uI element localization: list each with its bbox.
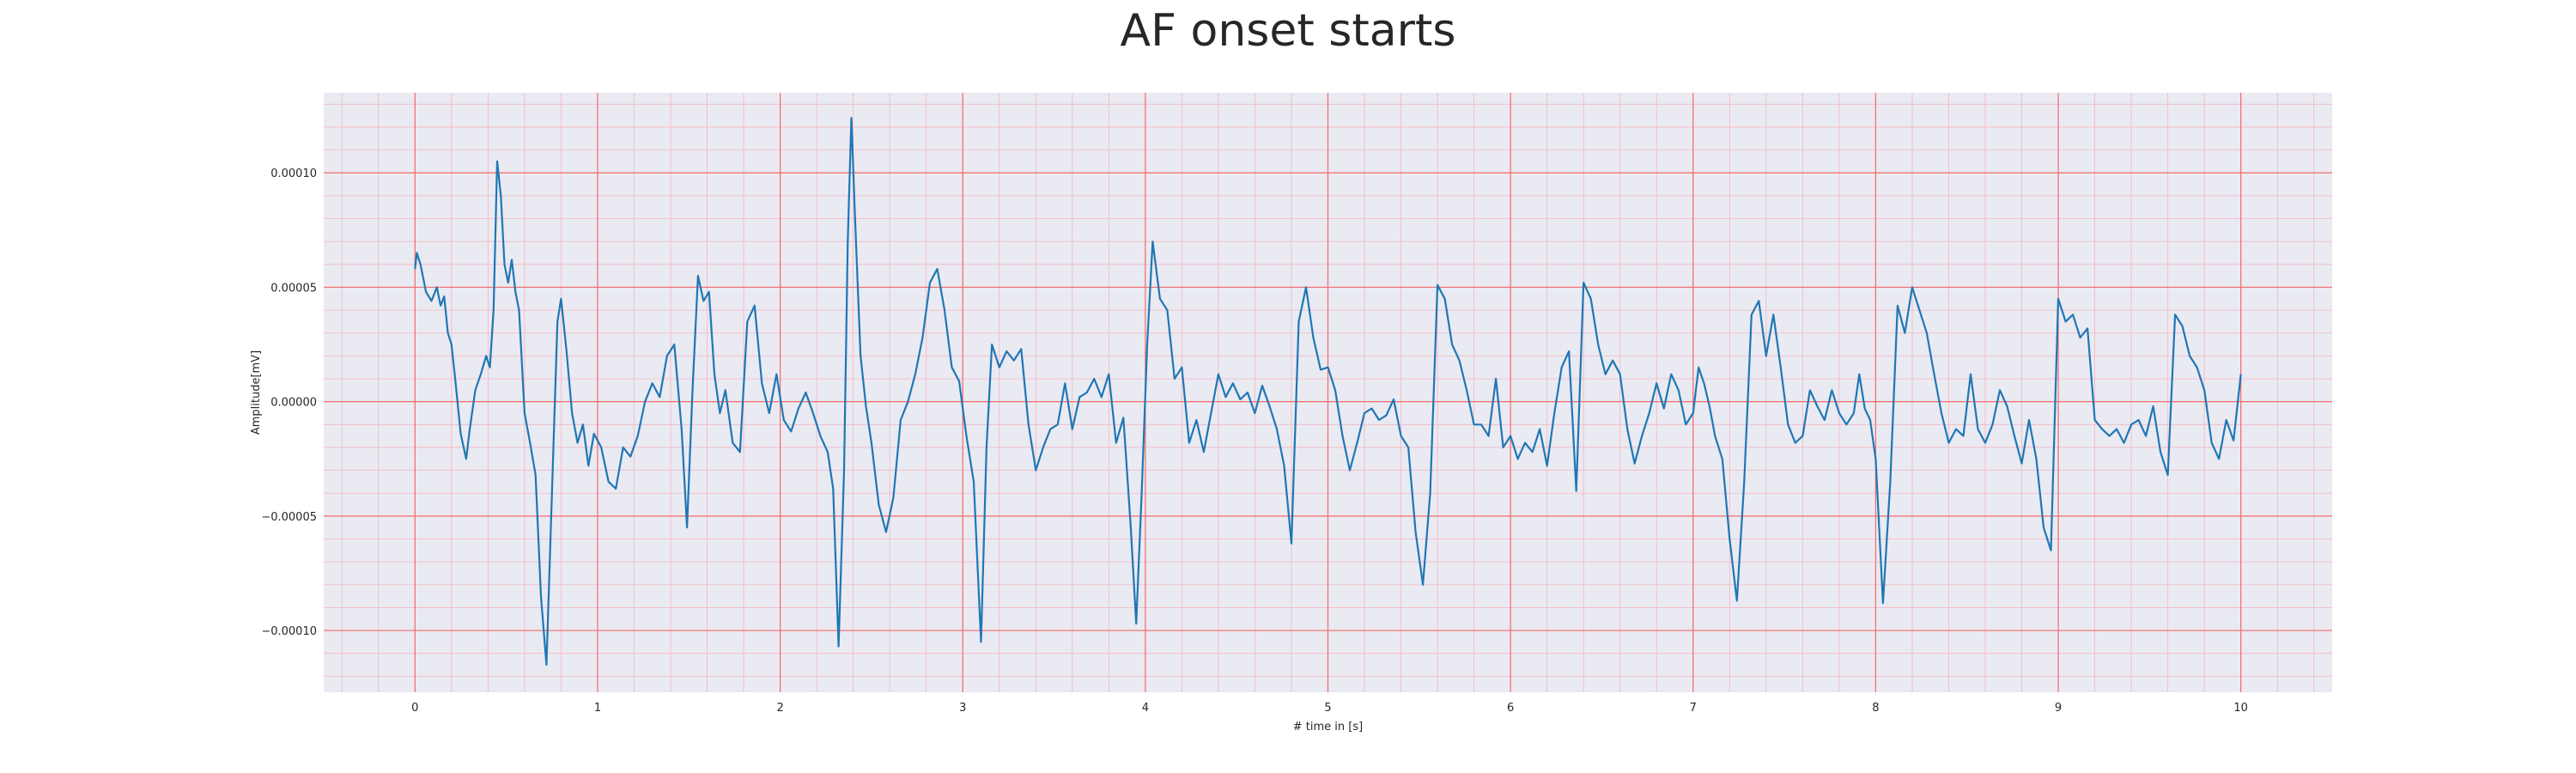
y-tick-label: −0.00010 <box>261 625 317 638</box>
x-tick-label: 9 <box>2055 702 2062 715</box>
series-line-0 <box>414 117 2242 666</box>
x-tick-label: 4 <box>1142 702 1149 715</box>
y-tick-label: −0.00005 <box>261 511 317 524</box>
x-tick-label: 3 <box>959 702 966 715</box>
x-tick-label: 7 <box>1690 702 1697 715</box>
y-tick-labels: −0.00010 −0.00005 0.00000 0.00005 0.00010 <box>261 167 317 638</box>
chart-title: AF onset starts <box>1120 5 1456 57</box>
x-tick-label: 5 <box>1324 702 1331 715</box>
x-axis-label: # time in [s] <box>1293 721 1363 733</box>
x-tick-label: 8 <box>1872 702 1879 715</box>
x-tick-label: 2 <box>776 702 783 715</box>
x-tick-labels: 0 1 2 3 4 5 6 7 8 9 10 <box>411 702 2248 715</box>
y-tick-label: 0.00000 <box>270 397 317 410</box>
x-tick-label: 1 <box>594 702 601 715</box>
x-tick-label: 0 <box>411 702 418 715</box>
x-tick-label: 6 <box>1507 702 1514 715</box>
y-axis-label: Amplitude[mV] <box>250 350 263 435</box>
series-layer <box>414 117 2242 666</box>
major-grid <box>324 93 2332 692</box>
x-tick-label: 10 <box>2233 702 2248 715</box>
y-tick-label: 0.00005 <box>270 282 317 295</box>
y-tick-label: 0.00010 <box>270 167 317 180</box>
